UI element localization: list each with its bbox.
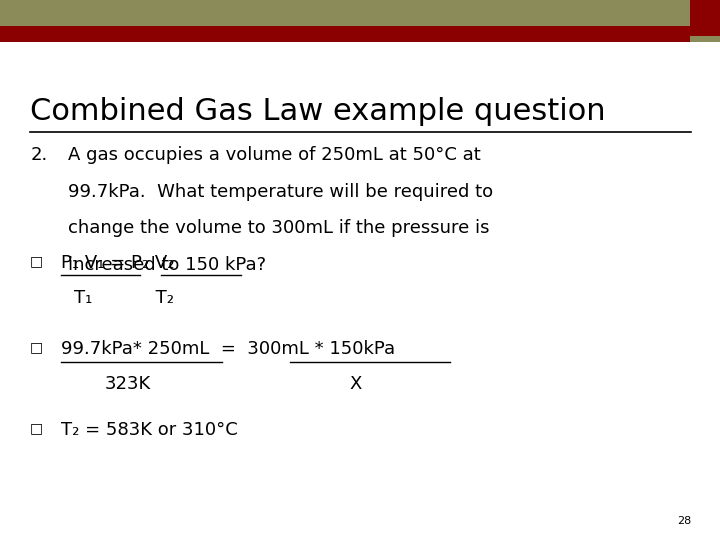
Text: increased to 150 kPa?: increased to 150 kPa? <box>68 256 266 274</box>
Text: 99.7kPa.  What temperature will be required to: 99.7kPa. What temperature will be requir… <box>68 183 493 200</box>
Bar <box>0 0 690 26</box>
Text: change the volume to 300mL if the pressure is: change the volume to 300mL if the pressu… <box>68 219 490 237</box>
Bar <box>690 0 720 42</box>
Text: 99.7kPa* 250mL  =  300mL * 150kPa: 99.7kPa* 250mL = 300mL * 150kPa <box>61 340 395 358</box>
Text: □: □ <box>30 254 43 268</box>
Text: 323K: 323K <box>104 375 150 393</box>
Text: P₁ V₁ = P₂ V₂: P₁ V₁ = P₂ V₂ <box>61 254 175 272</box>
Text: X: X <box>349 375 361 393</box>
Text: Combined Gas Law example question: Combined Gas Law example question <box>30 97 606 126</box>
Text: 2.: 2. <box>30 146 48 164</box>
Text: A gas occupies a volume of 250mL at 50°C at: A gas occupies a volume of 250mL at 50°C… <box>68 146 481 164</box>
Text: T₁           T₂: T₁ T₂ <box>74 289 174 307</box>
Text: T₂ = 583K or 310°C: T₂ = 583K or 310°C <box>61 421 238 439</box>
Text: □: □ <box>30 421 43 435</box>
Text: □: □ <box>30 340 43 354</box>
Bar <box>690 37 720 42</box>
Text: 28: 28 <box>677 516 691 526</box>
Bar <box>0 26 690 42</box>
